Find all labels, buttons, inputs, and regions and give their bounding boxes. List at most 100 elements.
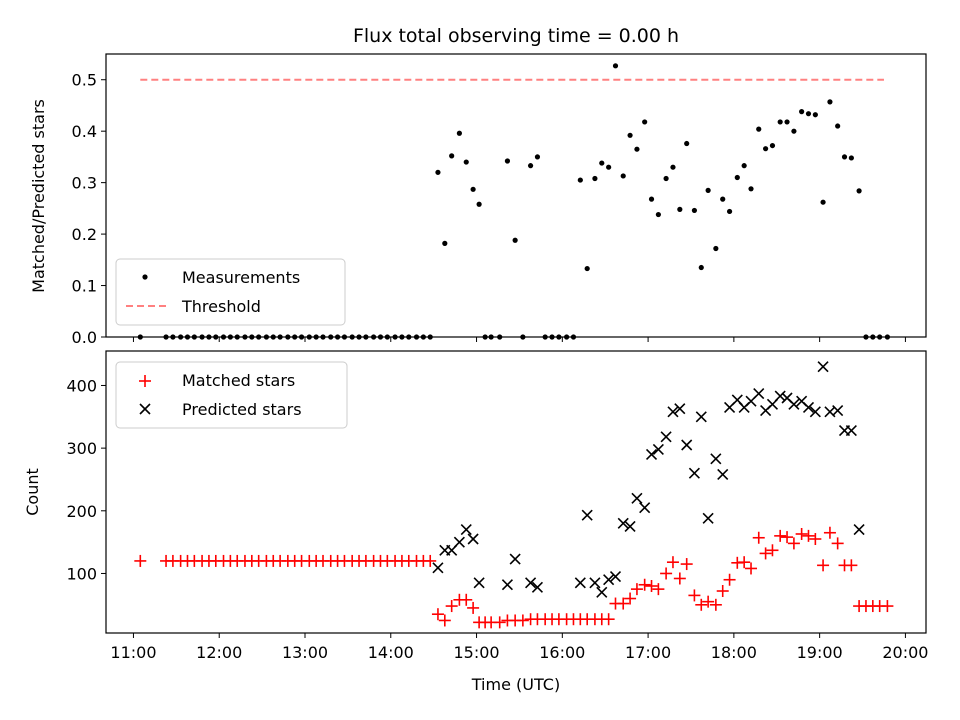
legend-predicted-marker — [139, 403, 151, 415]
matched-star-point — [817, 559, 830, 572]
bottom-y-tick-label: 200 — [66, 502, 97, 521]
measurement-point — [606, 164, 612, 170]
predicted-star-point — [609, 571, 622, 583]
matched-star-point — [493, 616, 506, 629]
measurement-point — [634, 146, 640, 152]
counts-layer — [134, 361, 894, 629]
matched-star-point — [516, 614, 529, 627]
measurement-point — [655, 211, 661, 218]
matched-star-point — [795, 527, 808, 540]
predicted-star-point — [817, 361, 829, 373]
predicted-star-point — [788, 398, 800, 410]
measurement-point — [769, 142, 776, 149]
matched-star-point — [645, 580, 658, 592]
top-chart-title: Flux total observing time = 0.00 h — [353, 25, 679, 47]
predicted-star-point — [603, 574, 615, 586]
top-panel: 0.0 0.1 0.2 0.3 0.4 0.5 Matched/Predicted sta… — [29, 53, 927, 347]
matched-star-point — [438, 614, 451, 627]
measurement-point — [584, 265, 590, 272]
top-y-tick-label: 0.1 — [72, 277, 97, 296]
legend-matched-marker — [139, 375, 151, 387]
matched-star-point — [652, 583, 665, 596]
measurement-point — [577, 177, 583, 183]
predicted-star-point — [667, 406, 679, 418]
legend-measurements-label: Measurements — [182, 268, 300, 287]
matched-star-point — [809, 533, 822, 545]
matched-star-point — [695, 598, 708, 611]
measurement-point — [856, 188, 862, 194]
measurement-point — [534, 154, 541, 160]
bottom-y-tick-label: 400 — [66, 376, 97, 395]
matched-star-point — [831, 537, 844, 550]
measurement-point — [599, 160, 605, 166]
matched-star-point — [702, 595, 715, 608]
measurement-point — [592, 175, 598, 182]
predicted-star-point — [509, 553, 521, 565]
measurement-point — [648, 196, 655, 202]
matched-star-point — [424, 554, 437, 567]
predicted-star-point — [467, 533, 479, 545]
measurements-layer — [137, 63, 891, 340]
predicted-star-point — [581, 509, 593, 521]
predicted-star-point — [809, 406, 821, 418]
measurement-point — [841, 154, 848, 160]
measurement-point — [805, 111, 812, 117]
predicted-star-point — [774, 390, 786, 402]
top-y-axis-label: Matched/Predicted stars — [29, 99, 48, 293]
predicted-star-point — [674, 403, 686, 415]
predicted-star-point — [589, 577, 601, 589]
measurement-point — [820, 199, 826, 205]
predicted-star-point — [501, 579, 513, 591]
x-tick-label: 17:00 — [625, 643, 671, 662]
matched-star-point — [752, 531, 765, 544]
predicted-star-point — [832, 404, 844, 417]
x-axis-label: Time (UTC) — [471, 675, 560, 694]
matched-star-point — [680, 558, 693, 571]
measurement-point — [627, 132, 633, 138]
measurement-point — [620, 173, 626, 179]
predicted-star-point — [710, 453, 722, 465]
measurement-point — [799, 109, 805, 115]
measurement-point — [463, 159, 469, 165]
measurement-point — [470, 186, 476, 192]
measurement-point — [784, 119, 790, 125]
matched-star-point — [134, 554, 147, 567]
bottom-y-axis-label: Count — [23, 468, 42, 516]
measurement-point — [827, 99, 833, 105]
matched-star-point — [617, 597, 630, 610]
matched-star-point — [766, 544, 779, 557]
predicted-star-point — [432, 562, 444, 574]
measurement-point — [449, 153, 455, 159]
x-tick-label: 16:00 — [539, 643, 585, 662]
bottom-y-tick-label: 300 — [66, 439, 97, 458]
top-y-tick-label: 0.4 — [72, 122, 97, 141]
measurement-point — [791, 128, 797, 134]
predicted-star-point — [631, 492, 643, 504]
matched-star-point — [716, 585, 729, 598]
x-tick-label: 18:00 — [711, 643, 757, 662]
measurement-point — [835, 123, 841, 129]
measurement-point — [705, 187, 711, 193]
measurement-point — [435, 169, 441, 175]
measurement-point — [726, 208, 733, 215]
predicted-star-point — [624, 520, 636, 533]
bottom-panel: 100 200 300 400 11:00 12:00 13:00 14:00 15:00 16:… — [23, 350, 928, 694]
matched-star-point — [745, 562, 758, 575]
legend-threshold-label: Threshold — [181, 297, 261, 316]
legend-predicted-label: Predicted stars — [182, 400, 302, 419]
predicted-star-point — [525, 577, 537, 589]
predicted-star-point — [574, 577, 586, 589]
matched-star-point — [638, 578, 651, 591]
predicted-star-point — [688, 467, 700, 479]
matched-star-point — [845, 559, 858, 572]
measurement-point — [612, 63, 619, 69]
measurement-point — [734, 174, 740, 181]
measurement-point — [748, 186, 754, 192]
measurement-point — [763, 146, 769, 152]
bottom-legend: Matched stars Predicted stars — [115, 361, 348, 429]
predicted-star-point — [660, 431, 672, 443]
legend-matched-label: Matched stars — [182, 371, 295, 390]
measurement-point — [670, 164, 676, 170]
top-legend-box — [115, 258, 346, 326]
top-y-tick-label: 0.2 — [72, 225, 97, 244]
